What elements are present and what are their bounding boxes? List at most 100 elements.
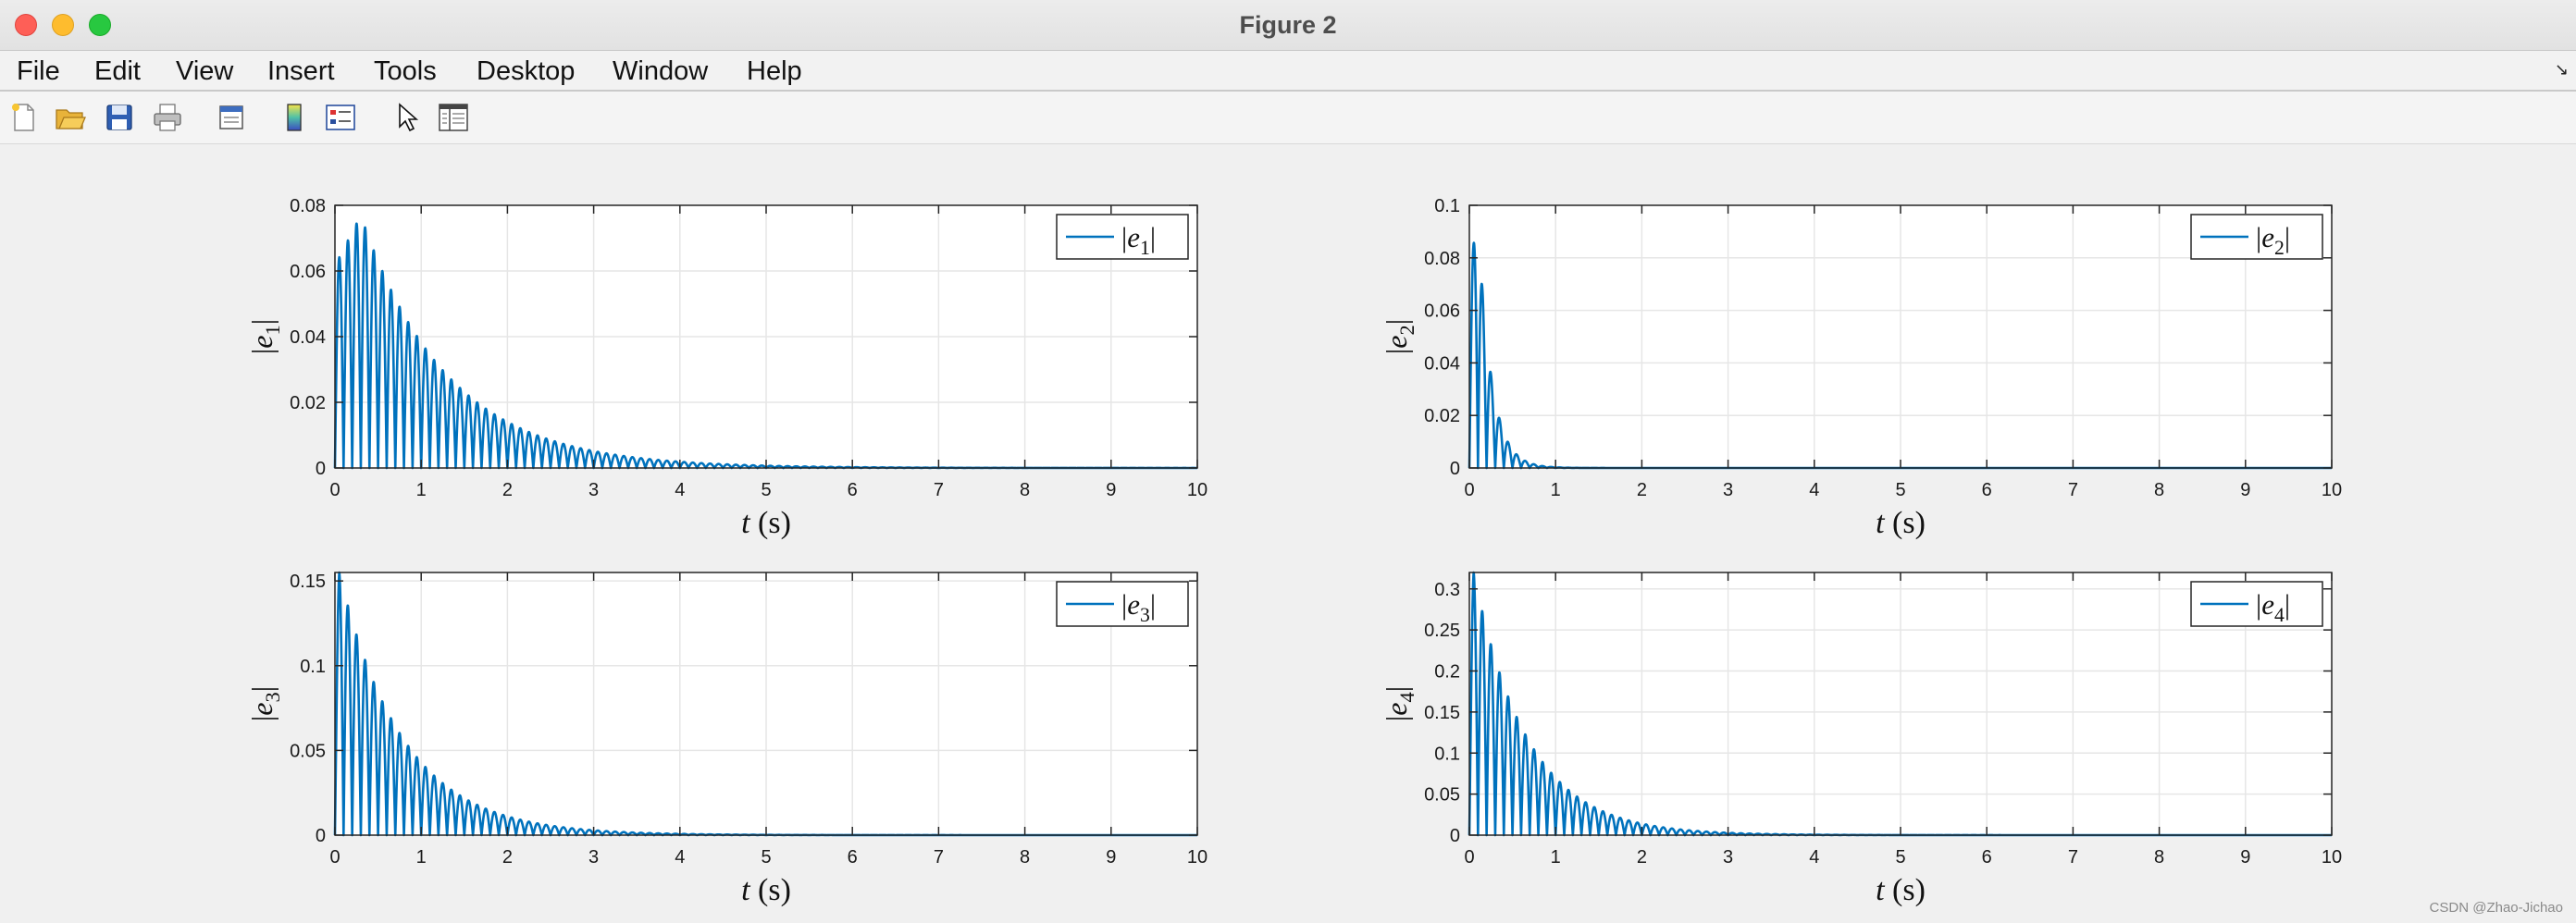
legend-icon[interactable] (324, 101, 357, 134)
menu-tools[interactable]: Tools (374, 56, 437, 86)
x-tick-label: 8 (2154, 847, 2164, 868)
menu-view[interactable]: View (176, 56, 234, 86)
chart-top-left: 0 1 2 3 4 5 6 7 8 9 10 0 0.02 0.04 0.06 0.08 t (s) |e1| |e… (245, 196, 1208, 540)
y-tick-label: 0.1 (1434, 196, 1460, 216)
legend: |e1| (1056, 214, 1189, 260)
open-file-icon[interactable] (54, 101, 87, 134)
menu-desktop[interactable]: Desktop (477, 56, 576, 86)
x-tick-label: 3 (588, 847, 599, 868)
x-tick-label: 3 (1723, 480, 1733, 500)
x-tick-label: 4 (675, 480, 685, 500)
x-tick-label: 10 (2322, 480, 2342, 500)
y-tick-label: 0.06 (1424, 302, 1460, 322)
y-tick-label: 0.04 (290, 327, 326, 348)
x-tick-label: 3 (1723, 847, 1733, 868)
x-tick-label: 8 (1020, 847, 1030, 868)
colorbar-icon[interactable] (278, 101, 311, 134)
dock-arrow-icon[interactable]: ↘ (2554, 60, 2569, 79)
x-tick-label: 7 (2068, 847, 2078, 868)
figure-toolbar (0, 92, 2576, 144)
x-tick-label: 4 (1809, 847, 1819, 868)
x-axis-label: t (s) (1876, 873, 1926, 907)
x-tick-label: 1 (416, 847, 427, 868)
x-tick-label: 5 (761, 480, 771, 500)
x-tick-label: 0 (1464, 480, 1474, 500)
chart-top-right: 0 1 2 3 4 5 6 7 8 9 10 0 0.02 0.04 0.06 0.08 0.1 t (s) |e2… (1380, 196, 2342, 540)
y-tick-label: 0.02 (290, 393, 326, 413)
x-tick-label: 10 (2322, 847, 2342, 868)
x-tick-label: 6 (848, 480, 858, 500)
x-tick-label: 6 (1982, 847, 1992, 868)
x-tick-label: 0 (329, 847, 340, 868)
print-preview-icon[interactable] (215, 101, 248, 134)
maximize-window-button[interactable] (89, 14, 111, 36)
x-tick-label: 8 (1020, 480, 1030, 500)
window-titlebar: Figure 2 (0, 0, 2576, 51)
y-tick-label: 0.15 (290, 572, 326, 592)
y-axis-label: |e2| (1380, 319, 1418, 354)
x-axis-label: t (s) (741, 506, 791, 540)
x-tick-label: 10 (1187, 847, 1208, 868)
legend-box (2190, 581, 2323, 627)
x-tick-label: 3 (588, 480, 599, 500)
x-tick-label: 1 (1551, 847, 1561, 868)
chart-bottom-right: 0 1 2 3 4 5 6 7 8 9 10 0 0.05 0.1 0.15 0.2 0.25 0.3 t (s) |… (1380, 571, 2342, 907)
x-tick-label: 9 (1106, 480, 1116, 500)
x-tick-label: 7 (2068, 480, 2078, 500)
y-tick-label: 0 (316, 459, 326, 479)
x-axis-label: t (s) (741, 873, 791, 907)
legend-box (1056, 214, 1189, 260)
x-tick-label: 2 (502, 847, 513, 868)
x-tick-label: 2 (1637, 847, 1647, 868)
close-window-button[interactable] (15, 14, 37, 36)
new-figure-icon[interactable] (7, 101, 41, 134)
x-tick-label: 7 (934, 847, 944, 868)
y-tick-label: 0 (1450, 826, 1460, 846)
menu-edit[interactable]: Edit (94, 56, 141, 86)
x-tick-label: 1 (1551, 480, 1561, 500)
y-tick-label: 0.25 (1424, 621, 1460, 641)
y-tick-label: 0.15 (1424, 703, 1460, 723)
menu-file[interactable]: File (17, 56, 60, 86)
x-tick-label: 8 (2154, 480, 2164, 500)
y-axis-label: |e3| (245, 686, 284, 721)
menu-window[interactable]: Window (613, 56, 709, 86)
x-tick-label: 6 (848, 847, 858, 868)
y-tick-label: 0.05 (290, 741, 326, 761)
chart-bottom-left: 0 1 2 3 4 5 6 7 8 9 10 0 0.05 0.1 0.15 t (s) |e3| |e3| (245, 571, 1208, 907)
x-tick-label: 9 (2240, 480, 2250, 500)
edit-plot-arrow-icon[interactable] (390, 101, 424, 134)
y-axis-label: |e1| (245, 319, 284, 354)
menu-help[interactable]: Help (747, 56, 802, 86)
x-tick-label: 10 (1187, 480, 1208, 500)
x-tick-label: 5 (1895, 847, 1905, 868)
x-tick-label: 9 (2240, 847, 2250, 868)
minimize-window-button[interactable] (52, 14, 74, 36)
y-tick-label: 0.05 (1424, 785, 1460, 806)
x-tick-label: 5 (761, 847, 771, 868)
legend-entry-label: |e3| (1121, 588, 1156, 626)
save-icon[interactable] (103, 101, 136, 134)
property-inspector-icon[interactable] (437, 101, 470, 134)
print-icon[interactable] (151, 101, 184, 134)
x-tick-label: 4 (675, 847, 685, 868)
legend-entry-label: |e4| (2256, 588, 2290, 626)
legend-box (2190, 214, 2323, 260)
y-tick-label: 0 (1450, 459, 1460, 479)
menu-insert[interactable]: Insert (267, 56, 335, 86)
x-tick-label: 9 (1106, 847, 1116, 868)
window-title: Figure 2 (1239, 11, 1337, 39)
legend: |e3| (1056, 581, 1189, 627)
x-tick-label: 0 (329, 480, 340, 500)
y-tick-label: 0.04 (1424, 353, 1460, 374)
x-tick-label: 5 (1895, 480, 1905, 500)
x-tick-label: 2 (1637, 480, 1647, 500)
y-tick-label: 0.3 (1434, 580, 1460, 600)
x-tick-label: 6 (1982, 480, 1992, 500)
menu-bar: File Edit View Insert Tools Desktop Wind… (0, 51, 2576, 92)
legend: |e4| (2190, 581, 2323, 627)
x-tick-label: 1 (416, 480, 427, 500)
y-tick-label: 0 (316, 826, 326, 846)
legend-entry-label: |e1| (1121, 221, 1156, 259)
